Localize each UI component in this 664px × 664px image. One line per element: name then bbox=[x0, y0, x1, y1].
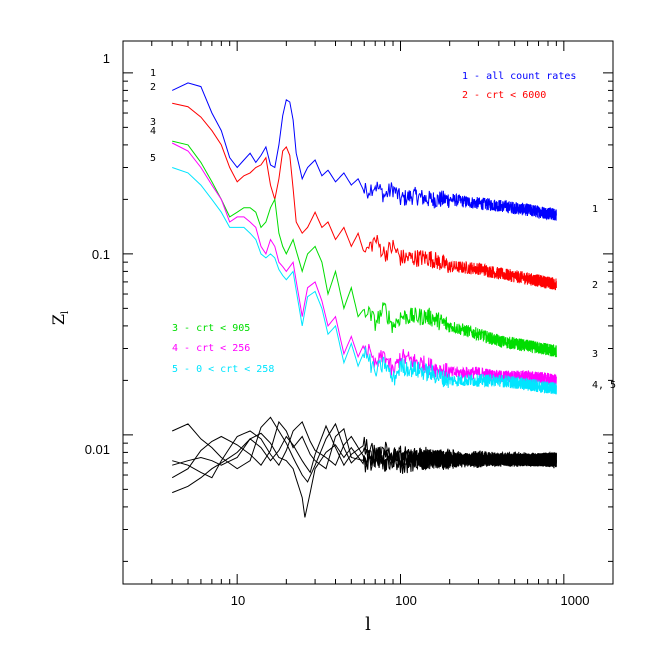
y-tick-label-0.01: 0.01 bbox=[85, 442, 110, 457]
legend-4: 4 - crt < 256 bbox=[172, 343, 250, 354]
series-line-5 bbox=[172, 167, 557, 395]
left-label-2: 2 bbox=[150, 82, 156, 93]
y-axis-title: Zl bbox=[49, 311, 71, 325]
legend-3: 3 - crt < 905 bbox=[172, 323, 250, 334]
x-tick-label-10: 10 bbox=[231, 593, 245, 608]
y-axis-title-main: Z bbox=[49, 314, 68, 325]
random-series-line-6 bbox=[171, 416, 557, 483]
right-label-4-5: 4, 5 bbox=[592, 380, 616, 391]
x-tick-label-1000: 1000 bbox=[561, 593, 590, 608]
left-label-5: 5 bbox=[150, 153, 156, 164]
right-label-3: 3 bbox=[592, 349, 598, 360]
left-label-4: 4 bbox=[150, 126, 156, 137]
right-label-1: 1 bbox=[592, 204, 598, 215]
ticks bbox=[122, 41, 614, 584]
series-line-2 bbox=[172, 102, 557, 291]
series-layer bbox=[171, 82, 557, 518]
y-tick-label-1: 1 bbox=[103, 51, 110, 66]
random-series-line-7 bbox=[172, 432, 557, 518]
x-tick-label-100: 100 bbox=[395, 593, 417, 608]
y-axis-title-sub: l bbox=[60, 311, 71, 314]
left-label-1: 1 bbox=[150, 68, 156, 79]
legend-2: 2 - crt < 6000 bbox=[462, 90, 546, 101]
right-label-2: 2 bbox=[592, 280, 598, 291]
legend-1: 1 - all count rates bbox=[462, 71, 576, 82]
left-label-3: 3 bbox=[150, 117, 156, 128]
plot-frame bbox=[122, 40, 614, 585]
x-axis-title: l bbox=[365, 614, 371, 635]
legend-5: 5 - 0 < crt < 258 bbox=[172, 364, 274, 375]
y-tick-label-0.1: 0.1 bbox=[92, 247, 110, 262]
series-line-1 bbox=[171, 82, 557, 221]
random-series-line-10 bbox=[172, 421, 557, 479]
series-line-3 bbox=[172, 140, 557, 358]
